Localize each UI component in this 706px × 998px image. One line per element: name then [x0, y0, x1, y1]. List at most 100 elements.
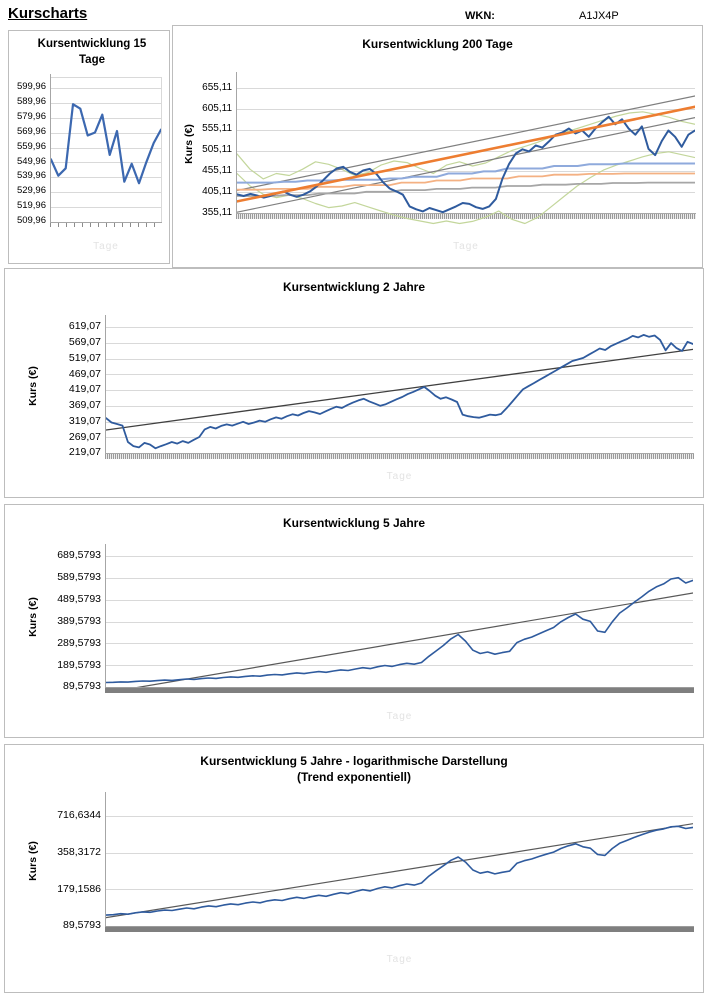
y-tick-label: 369,07: [68, 399, 101, 412]
gridline: [106, 665, 693, 667]
y-axis-line: [105, 315, 106, 453]
series-line-stufenlinie-grau: [237, 181, 695, 197]
gridline: [106, 621, 693, 623]
chart-title: Kursentwicklung 15 Tage: [37, 38, 147, 66]
x-axis-label: Tage: [386, 471, 413, 482]
x-axis-tick-band: [105, 687, 694, 693]
gridline: [106, 358, 693, 360]
gridline: [106, 374, 693, 376]
gridline: [106, 643, 693, 645]
chart-kursentwicklung-5-jahre-log: Kursentwicklung 5 Jahre - logarithmische…: [4, 744, 704, 993]
series-line-stufenlinie-blau: [237, 162, 695, 184]
y-tick-label: 559,96: [16, 140, 46, 152]
y-tick-label: 555,11: [202, 123, 232, 135]
y-tick-label: 655,11: [202, 81, 232, 93]
gridline: [106, 437, 693, 439]
gridline: [106, 577, 693, 579]
y-tick-label: 389,5793: [57, 614, 101, 627]
y-tick-label: 89,5793: [63, 919, 101, 932]
y-tick-label: 569,07: [68, 336, 101, 349]
series-line-kurs: [106, 576, 693, 684]
x-axis-tick-band: [236, 213, 696, 219]
y-tick-label: 505,11: [202, 144, 232, 156]
x-axis-tick-band: [50, 222, 162, 227]
plot-area: [105, 792, 694, 932]
y-axis-label: Kurs (€): [27, 366, 39, 406]
gridline: [106, 390, 693, 391]
gridline: [51, 162, 161, 164]
gridline: [106, 327, 693, 328]
series-line-kanal-oben: [237, 95, 695, 192]
series-canvas: [237, 95, 695, 225]
y-tick-label: 358,3172: [57, 846, 101, 859]
chart-title: Kursentwicklung 200 Tage: [362, 37, 513, 51]
y-axis-label: Kurs (€): [27, 597, 39, 637]
gridline: [237, 108, 695, 110]
y-tick-label: 289,5793: [57, 636, 101, 649]
y-tick-label: 519,96: [16, 200, 46, 212]
series-line-bollinger-oben: [237, 111, 695, 180]
y-tick-label: 269,07: [68, 430, 101, 443]
y-tick-label: 219,07: [68, 446, 101, 459]
series-line-kurs: [106, 825, 693, 916]
series-canvas: [106, 576, 693, 692]
y-tick-label: 419,07: [68, 383, 101, 396]
gridline: [237, 129, 695, 131]
y-tick-label: 599,96: [16, 81, 46, 92]
plot-area: [236, 72, 696, 225]
x-axis-label: Tage: [453, 241, 479, 252]
chart-kursentwicklung-2-jahre: Kursentwicklung 2 Jahre Kurs (€) 619,07 5…: [4, 268, 704, 498]
y-tick-label: 569,96: [16, 125, 46, 137]
gridline: [51, 192, 161, 194]
gridline: [106, 556, 693, 557]
gridline: [51, 207, 161, 209]
y-tick-label: 509,96: [16, 215, 46, 227]
x-axis-label: Tage: [386, 954, 413, 965]
y-tick-label: 689,5793: [57, 549, 101, 562]
wkn-value: A1JX4P: [579, 10, 619, 22]
y-tick-label: 529,96: [16, 185, 46, 197]
gridline: [51, 87, 161, 89]
wkn-label: WKN:: [465, 10, 495, 22]
y-axis-line: [236, 72, 237, 213]
y-tick-label: 469,07: [68, 367, 101, 380]
series-line-trend-linear: [107, 592, 693, 692]
y-tick-label: 589,96: [16, 95, 46, 107]
plot-area: [105, 315, 694, 459]
y-tick-label: 579,96: [16, 110, 46, 122]
gridline: [51, 147, 161, 149]
y-tick-label: 355,11: [202, 206, 232, 218]
y-tick-label: 589,5793: [57, 571, 101, 584]
x-axis-label: Tage: [386, 711, 413, 722]
series-line-kurs: [106, 333, 693, 450]
y-tick-label: 489,5793: [57, 593, 101, 606]
gridline: [106, 342, 693, 344]
page-title: Kurscharts: [8, 5, 88, 22]
series-canvas: [51, 103, 161, 185]
gridline: [51, 177, 161, 179]
y-axis-line: [105, 544, 106, 687]
y-tick-label: 89,5793: [63, 680, 101, 693]
series-line-trend-exponentiell: [106, 823, 693, 919]
gridline: [106, 405, 693, 407]
gridline: [106, 889, 693, 891]
y-tick-label: 519,07: [68, 351, 101, 364]
gridline: [106, 852, 693, 854]
y-tick-label: 605,11: [202, 102, 232, 114]
chart-kursentwicklung-200-tage: Kursentwicklung 200 Tage Kurs (€) 655,11…: [172, 25, 703, 268]
plot-area: [50, 74, 162, 227]
gridline: [106, 421, 693, 423]
x-axis-tick-band: [105, 926, 694, 932]
y-tick-label: 405,11: [202, 185, 232, 197]
x-axis-tick-band: [105, 453, 694, 459]
y-tick-label: 539,96: [16, 170, 46, 182]
gridline: [106, 816, 693, 817]
series-line-trend-linear: [237, 105, 695, 203]
y-axis-line: [50, 74, 51, 222]
chart-subtitle: (Trend exponentiell): [296, 770, 411, 784]
y-tick-label: 716,6344: [57, 809, 101, 822]
x-axis-label: Tage: [93, 241, 119, 252]
gridline: [237, 192, 695, 194]
series-canvas: [106, 823, 693, 919]
